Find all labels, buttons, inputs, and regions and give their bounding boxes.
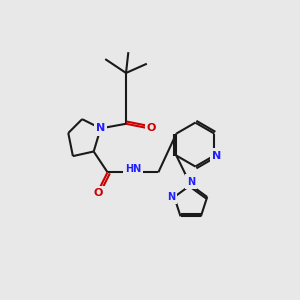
Text: N: N: [187, 176, 195, 187]
Text: N: N: [96, 123, 105, 134]
Text: HN: HN: [125, 164, 141, 174]
Text: N: N: [212, 151, 222, 160]
Text: N: N: [167, 192, 175, 202]
Text: O: O: [94, 188, 103, 198]
Text: O: O: [147, 123, 156, 134]
